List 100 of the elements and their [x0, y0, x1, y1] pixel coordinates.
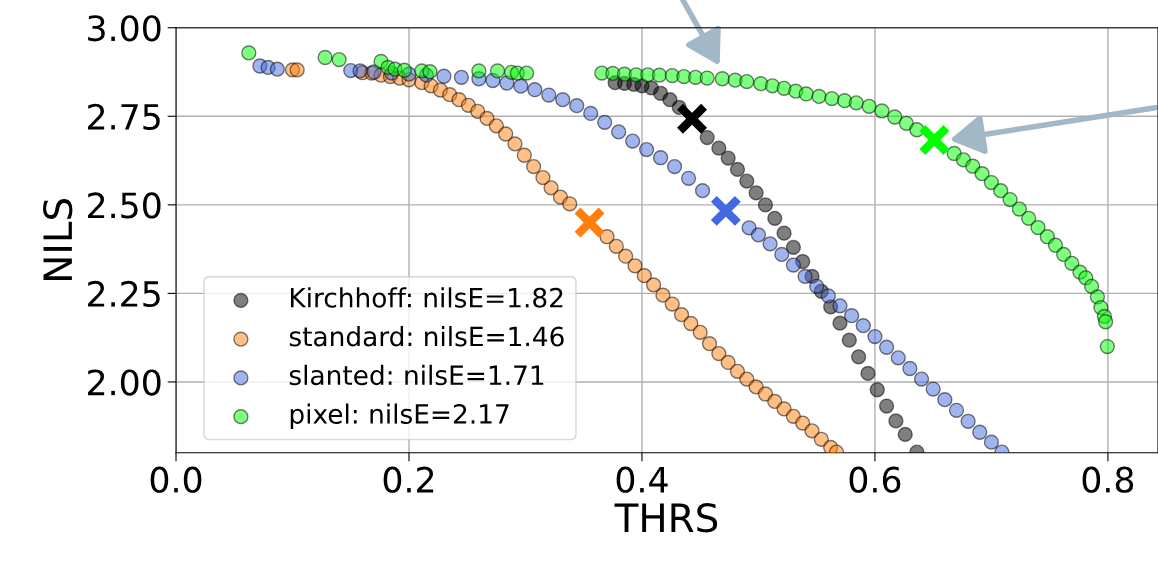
point [750, 227, 767, 243]
y-axis-title: NILS [43, 198, 73, 280]
point [627, 258, 643, 274]
point [841, 332, 857, 348]
point [937, 392, 953, 408]
point [701, 336, 718, 352]
point [860, 365, 876, 382]
point [527, 82, 543, 98]
point [543, 180, 559, 196]
point [694, 183, 711, 199]
point [729, 161, 746, 178]
point [562, 196, 578, 212]
point [535, 169, 551, 186]
point [869, 382, 885, 398]
point [960, 413, 976, 429]
legend-label: slanted: nilsE=1.71 [289, 364, 544, 386]
point [597, 114, 613, 130]
point [675, 102, 709, 135]
point [555, 92, 571, 108]
y-tick-label: 3.00 [88, 15, 161, 42]
point [855, 317, 871, 334]
point [611, 124, 627, 140]
point [692, 324, 708, 341]
point [709, 194, 743, 228]
x-tick-label: 0.6 [849, 466, 901, 493]
point [720, 150, 736, 166]
point [652, 150, 669, 166]
point [525, 158, 542, 175]
point [902, 360, 918, 377]
point [832, 298, 848, 314]
y-tick-label: 2.00 [88, 369, 161, 396]
legend-label: standard: nilsE=1.46 [289, 326, 564, 347]
point [890, 350, 906, 366]
point [683, 315, 699, 332]
point [680, 170, 697, 186]
point [507, 136, 523, 152]
point [569, 98, 585, 114]
point [832, 315, 848, 331]
point [785, 257, 802, 273]
point [662, 92, 678, 108]
point [820, 288, 836, 304]
point [573, 206, 606, 239]
x-tick-label: 0.4 [616, 466, 668, 493]
point [776, 225, 792, 241]
point [739, 173, 755, 189]
x-tick-label: 0.0 [150, 466, 202, 493]
point [638, 141, 655, 158]
point [748, 185, 764, 201]
point [774, 246, 790, 263]
point [948, 402, 965, 418]
point [664, 296, 680, 312]
point [878, 339, 895, 355]
point [844, 308, 860, 324]
point [645, 277, 662, 293]
point [888, 413, 904, 429]
point [762, 236, 778, 252]
point [757, 197, 774, 213]
point [918, 123, 951, 157]
point [498, 126, 514, 142]
point [289, 62, 305, 78]
point [785, 239, 802, 255]
point [878, 398, 895, 414]
point [618, 248, 634, 264]
point [436, 68, 452, 84]
point [541, 87, 557, 103]
point [666, 158, 683, 175]
x-axis-title: THRS [614, 503, 718, 533]
point [767, 210, 783, 226]
point [711, 140, 727, 156]
y-tick-label: 2.75 [88, 103, 160, 130]
point [813, 431, 829, 447]
point [608, 238, 624, 254]
point [850, 349, 867, 365]
point [797, 268, 813, 285]
point [972, 424, 988, 440]
point [804, 423, 820, 439]
point [269, 61, 285, 77]
point [655, 287, 671, 303]
point [867, 328, 883, 345]
x-tick-label: 0.2 [383, 466, 434, 493]
point [983, 434, 1000, 450]
point [809, 278, 825, 294]
point [720, 354, 736, 371]
point [636, 268, 652, 284]
y-tick-label: 2.50 [88, 192, 161, 219]
y-tick-label: 2.25 [88, 280, 160, 308]
point [513, 78, 529, 94]
point [913, 371, 930, 387]
point [625, 133, 641, 149]
legend-label: Kirchhoff: nilsE=1.82 [290, 287, 563, 308]
point [925, 381, 941, 397]
point [516, 147, 532, 163]
point [453, 69, 470, 85]
point [583, 105, 599, 122]
point [711, 345, 727, 362]
legend-label: pixel: nilsE=2.17 [290, 403, 509, 430]
point [673, 307, 690, 323]
point [699, 129, 715, 146]
point [897, 426, 913, 443]
x-tick-label: 0.8 [1082, 466, 1134, 493]
